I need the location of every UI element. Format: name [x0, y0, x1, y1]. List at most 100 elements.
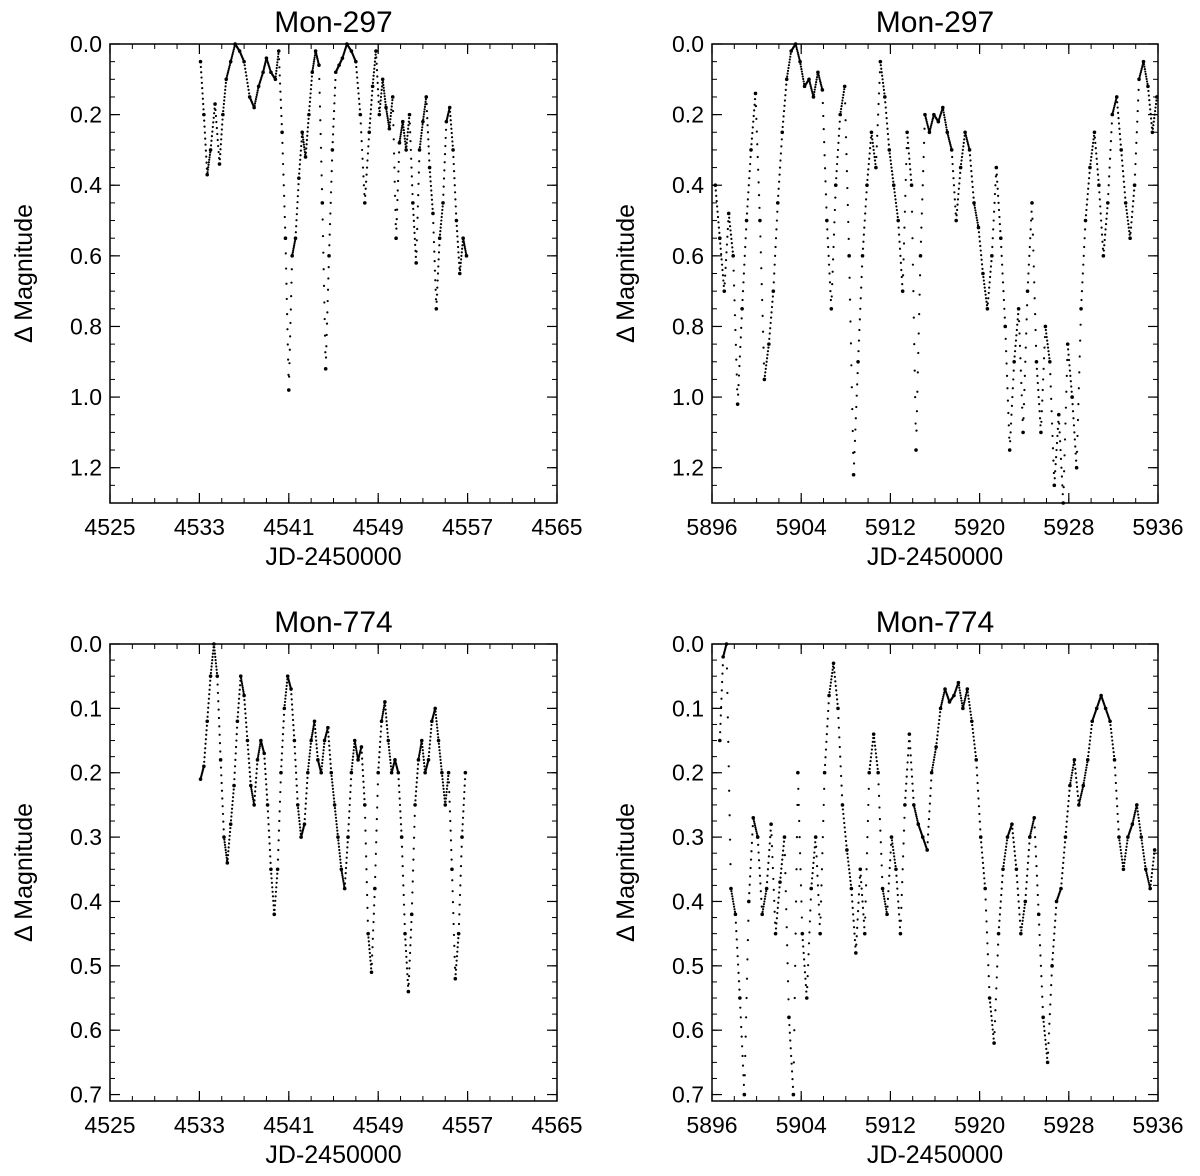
data-point-trace — [458, 893, 462, 897]
data-point-trace — [255, 767, 258, 770]
data-point-trace — [435, 293, 439, 296]
data-point-trace — [927, 825, 930, 828]
data-point-trace — [456, 941, 460, 944]
data-point-trace — [1107, 192, 1110, 196]
data-point-trace — [1145, 80, 1149, 83]
data-point-trace — [232, 792, 235, 795]
data-point-trace — [231, 796, 235, 799]
data-point — [225, 861, 230, 865]
data-point-trace — [236, 711, 240, 714]
data-point-trace — [900, 906, 903, 910]
data-point-trace — [852, 913, 855, 916]
data-point-trace — [759, 235, 762, 238]
data-point-trace — [333, 86, 337, 89]
data-point-trace — [370, 99, 373, 102]
data-point-trace — [1018, 332, 1021, 335]
data-point-trace — [440, 212, 444, 215]
y-tick-label: 0.3 — [70, 824, 102, 850]
data-point — [941, 105, 945, 110]
data-point-trace — [778, 886, 781, 889]
data-point-trace — [310, 83, 313, 87]
data-point-trace — [936, 730, 939, 733]
data-point-trace — [311, 729, 314, 732]
data-point-trace — [987, 291, 990, 295]
data-point-trace — [332, 117, 335, 120]
data-point-trace — [793, 1029, 796, 1032]
data-point — [865, 183, 869, 188]
data-point-trace — [360, 131, 363, 134]
data-point-trace — [908, 740, 911, 743]
data-point-trace — [735, 938, 738, 941]
data-point-trace — [951, 170, 955, 173]
data-point-trace — [1146, 877, 1150, 881]
data-point-trace — [1013, 350, 1017, 353]
data-point-trace — [344, 877, 347, 880]
data-point-trace — [305, 797, 308, 800]
data-point-trace — [1123, 858, 1126, 861]
data-point-trace — [223, 95, 226, 99]
data-point-trace — [998, 913, 1001, 916]
data-point — [898, 931, 903, 936]
data-point-trace — [372, 74, 375, 77]
data-point — [1050, 964, 1054, 968]
data-point-trace — [902, 842, 905, 845]
data-point-trace — [361, 148, 364, 152]
data-point-trace — [973, 204, 976, 207]
data-point-trace — [223, 838, 226, 841]
data-point-trace — [227, 842, 231, 845]
data-point-trace — [368, 944, 371, 947]
data-point-trace — [894, 864, 897, 868]
data-point-trace — [278, 810, 281, 813]
data-point-trace — [718, 231, 721, 234]
data-point — [1146, 84, 1150, 89]
data-point-trace — [1114, 774, 1117, 777]
data-point-trace — [444, 144, 447, 148]
data-point-trace — [1131, 821, 1134, 824]
data-point-trace — [888, 152, 891, 155]
data-point-trace — [400, 129, 403, 132]
data-point-trace — [1046, 1051, 1050, 1054]
data-point-trace — [275, 886, 278, 889]
data-point-trace — [991, 1023, 994, 1027]
data-point-trace — [841, 99, 844, 102]
data-point-trace — [1035, 864, 1038, 868]
data-point-trace — [372, 920, 375, 924]
data-point-trace — [717, 221, 720, 224]
data-point-trace — [1039, 964, 1043, 967]
data-point — [370, 84, 375, 89]
data-point-trace — [425, 109, 429, 113]
data-point-trace — [881, 890, 885, 893]
data-point — [383, 700, 387, 704]
data-point-trace — [246, 743, 249, 747]
data-point-trace — [409, 131, 412, 134]
data-point-trace — [756, 155, 759, 159]
data-point-trace — [215, 668, 218, 671]
data-point-trace — [870, 134, 873, 137]
data-point-trace — [268, 842, 271, 845]
data-point-trace — [399, 816, 402, 819]
data-point-trace — [305, 147, 308, 150]
data-point-trace — [381, 81, 385, 84]
data-point-trace — [920, 226, 923, 229]
data-point-trace — [835, 693, 838, 696]
data-point-trace — [737, 383, 740, 387]
data-point-trace — [298, 163, 301, 166]
data-point-trace — [306, 781, 309, 785]
data-point-trace — [906, 761, 909, 764]
data-point-trace — [766, 868, 770, 871]
data-point-trace — [438, 752, 441, 755]
data-point-trace — [226, 857, 229, 861]
data-point-trace — [819, 81, 822, 84]
data-point-trace — [269, 861, 272, 864]
data-point-trace — [728, 838, 732, 841]
data-point-trace — [1036, 381, 1039, 385]
data-point-trace — [231, 799, 234, 803]
data-point-trace — [999, 906, 1002, 910]
data-point-trace — [278, 800, 282, 803]
data-point-trace — [981, 856, 984, 859]
data-point-trace — [418, 145, 421, 149]
data-point-trace — [915, 429, 918, 432]
data-point-trace — [750, 850, 753, 853]
data-point-trace — [1112, 751, 1115, 754]
data-point — [1148, 886, 1152, 891]
